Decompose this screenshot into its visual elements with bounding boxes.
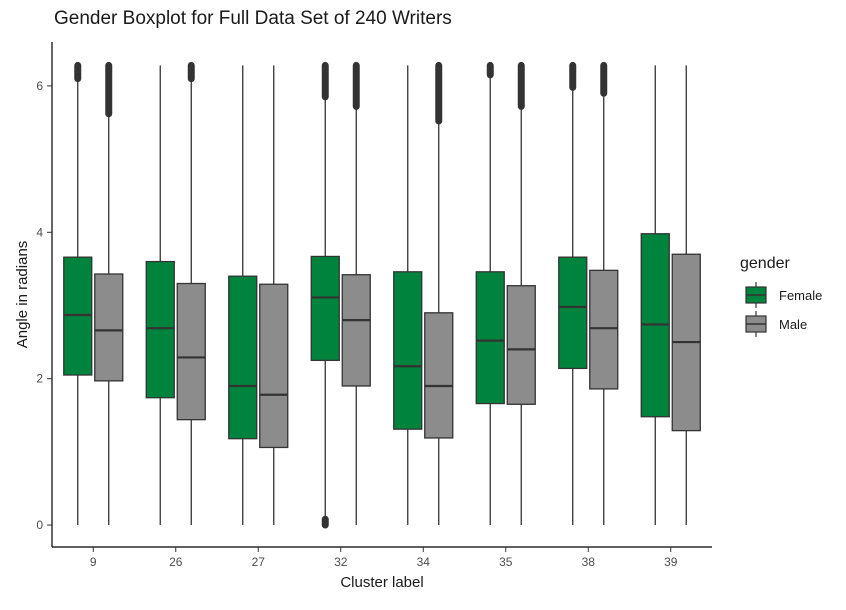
- box-body: [475, 271, 505, 405]
- box-body: [176, 282, 206, 421]
- x-tick-label: 35: [499, 555, 513, 569]
- y-tick-label: 2: [36, 372, 43, 386]
- box-body: [506, 285, 536, 405]
- legend: gender Female Male: [740, 255, 822, 337]
- legend-label: Female: [779, 288, 822, 303]
- x-tick-label: 26: [169, 555, 183, 569]
- x-axis-title: Cluster label: [340, 574, 423, 591]
- x-tick-label: 32: [334, 555, 348, 569]
- y-axis-title: Angle in radians: [14, 241, 31, 349]
- box-body: [558, 256, 588, 370]
- box-male-32: [341, 61, 371, 526]
- x-tick-label: 39: [664, 555, 678, 569]
- box-body: [341, 274, 371, 387]
- box-body: [228, 275, 258, 440]
- box-male-39: [671, 65, 701, 526]
- box-female-26: [145, 65, 175, 526]
- legend-title: gender: [740, 255, 790, 272]
- box-body: [145, 260, 175, 399]
- box-male-9: [94, 61, 124, 526]
- legend-item-male: Male: [745, 311, 807, 337]
- box-female-32: [310, 61, 340, 529]
- x-tick-label: 34: [417, 555, 431, 569]
- x-tick-label: 38: [582, 555, 596, 569]
- y-tick-label: 0: [36, 518, 43, 532]
- box-body: [310, 255, 340, 362]
- legend-item-female: Female: [745, 282, 822, 308]
- boxes-layer: [63, 61, 701, 529]
- x-tick-label: 9: [90, 555, 97, 569]
- box-male-27: [259, 65, 289, 526]
- chart-title: Gender Boxplot for Full Data Set of 240 …: [54, 8, 452, 29]
- box-body: [589, 269, 619, 390]
- y-tick-label: 6: [36, 79, 43, 93]
- box-female-39: [640, 65, 670, 526]
- box-male-34: [424, 61, 454, 526]
- box-female-35: [475, 61, 505, 526]
- box-body: [94, 273, 124, 382]
- box-male-26: [176, 61, 206, 526]
- box-male-38: [589, 61, 619, 526]
- box-female-9: [63, 61, 93, 526]
- box-body: [424, 312, 454, 439]
- box-body: [393, 271, 423, 430]
- box-body: [259, 283, 289, 449]
- box-female-34: [393, 65, 423, 526]
- y-tick-label: 4: [36, 225, 43, 239]
- legend-label: Male: [779, 317, 807, 332]
- box-female-27: [228, 65, 258, 526]
- axes: [51, 42, 712, 548]
- x-tick-label: 27: [252, 555, 266, 569]
- box-female-38: [558, 61, 588, 526]
- ticks-layer: 0 2 4 6 9 26 27 32 34 35 38 39: [36, 79, 677, 569]
- box-male-35: [506, 61, 536, 526]
